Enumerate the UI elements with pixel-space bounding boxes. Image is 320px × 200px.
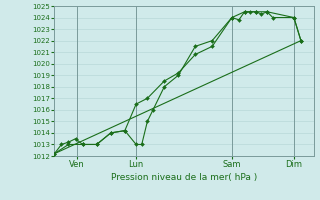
X-axis label: Pression niveau de la mer( hPa ): Pression niveau de la mer( hPa ) — [111, 173, 257, 182]
